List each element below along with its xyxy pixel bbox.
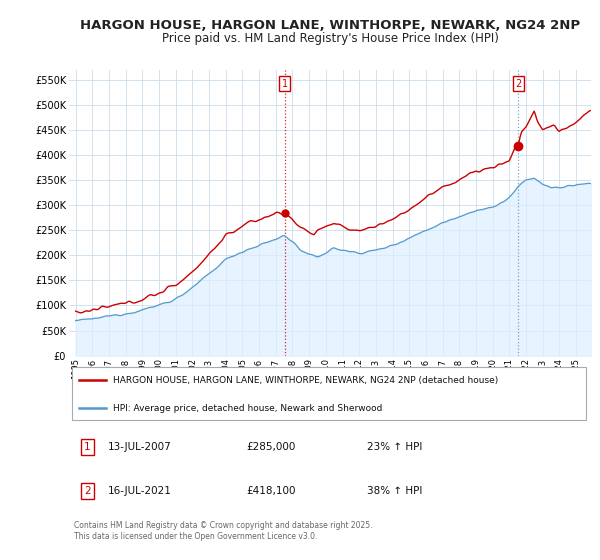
Text: 38% ↑ HPI: 38% ↑ HPI xyxy=(367,486,422,496)
Text: 2: 2 xyxy=(84,486,91,496)
Text: 16-JUL-2021: 16-JUL-2021 xyxy=(108,486,172,496)
FancyBboxPatch shape xyxy=(71,367,586,420)
Text: Contains HM Land Registry data © Crown copyright and database right 2025.
This d: Contains HM Land Registry data © Crown c… xyxy=(74,521,373,542)
Text: HARGON HOUSE, HARGON LANE, WINTHORPE, NEWARK, NG24 2NP (detached house): HARGON HOUSE, HARGON LANE, WINTHORPE, NE… xyxy=(113,376,499,385)
Text: 1: 1 xyxy=(281,78,288,88)
Text: HPI: Average price, detached house, Newark and Sherwood: HPI: Average price, detached house, Newa… xyxy=(113,404,383,413)
Text: £418,100: £418,100 xyxy=(247,486,296,496)
Text: 2: 2 xyxy=(515,78,521,88)
Text: HARGON HOUSE, HARGON LANE, WINTHORPE, NEWARK, NG24 2NP: HARGON HOUSE, HARGON LANE, WINTHORPE, NE… xyxy=(80,18,580,32)
Text: 1: 1 xyxy=(84,442,91,452)
Text: £285,000: £285,000 xyxy=(247,442,296,452)
Text: Price paid vs. HM Land Registry's House Price Index (HPI): Price paid vs. HM Land Registry's House … xyxy=(161,31,499,45)
Text: 13-JUL-2007: 13-JUL-2007 xyxy=(108,442,172,452)
Text: 23% ↑ HPI: 23% ↑ HPI xyxy=(367,442,422,452)
